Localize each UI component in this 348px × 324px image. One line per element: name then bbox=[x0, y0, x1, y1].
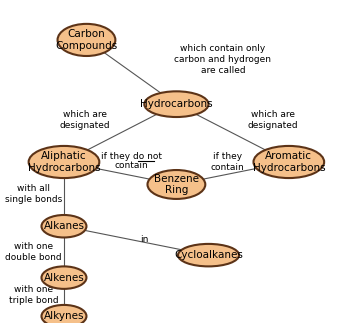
Ellipse shape bbox=[144, 91, 208, 117]
Text: Alkenes: Alkenes bbox=[44, 272, 84, 283]
Text: Aliphatic
Hydrocarbons: Aliphatic Hydrocarbons bbox=[27, 151, 100, 173]
Text: Alkynes: Alkynes bbox=[44, 311, 84, 321]
Text: in: in bbox=[140, 235, 149, 244]
Text: contain: contain bbox=[114, 161, 148, 170]
Text: with one
triple bond: with one triple bond bbox=[9, 285, 58, 305]
Ellipse shape bbox=[41, 215, 86, 237]
Text: Benzene
Ring: Benzene Ring bbox=[154, 174, 199, 195]
Text: Alkanes: Alkanes bbox=[44, 221, 85, 231]
Text: if they do not: if they do not bbox=[101, 152, 162, 161]
Ellipse shape bbox=[29, 146, 99, 178]
Ellipse shape bbox=[253, 146, 324, 178]
Ellipse shape bbox=[148, 170, 205, 199]
Text: with one
double bond: with one double bond bbox=[5, 242, 62, 262]
Text: which contain only
carbon and hydrogen
are called: which contain only carbon and hydrogen a… bbox=[174, 44, 271, 75]
Ellipse shape bbox=[178, 244, 239, 266]
Text: Hydrocarbons: Hydrocarbons bbox=[140, 99, 213, 109]
Text: if they
contain: if they contain bbox=[211, 152, 245, 172]
Ellipse shape bbox=[57, 24, 116, 56]
Text: which are
designated: which are designated bbox=[60, 110, 110, 130]
Text: which are
designated: which are designated bbox=[247, 110, 298, 130]
Text: Cycloalkanes: Cycloalkanes bbox=[174, 250, 243, 260]
Text: Aromatic
Hydrocarbons: Aromatic Hydrocarbons bbox=[253, 151, 325, 173]
Text: Carbon
Compounds: Carbon Compounds bbox=[55, 29, 118, 51]
Text: with all
single bonds: with all single bonds bbox=[5, 184, 62, 204]
Ellipse shape bbox=[41, 305, 86, 324]
Ellipse shape bbox=[41, 266, 86, 289]
